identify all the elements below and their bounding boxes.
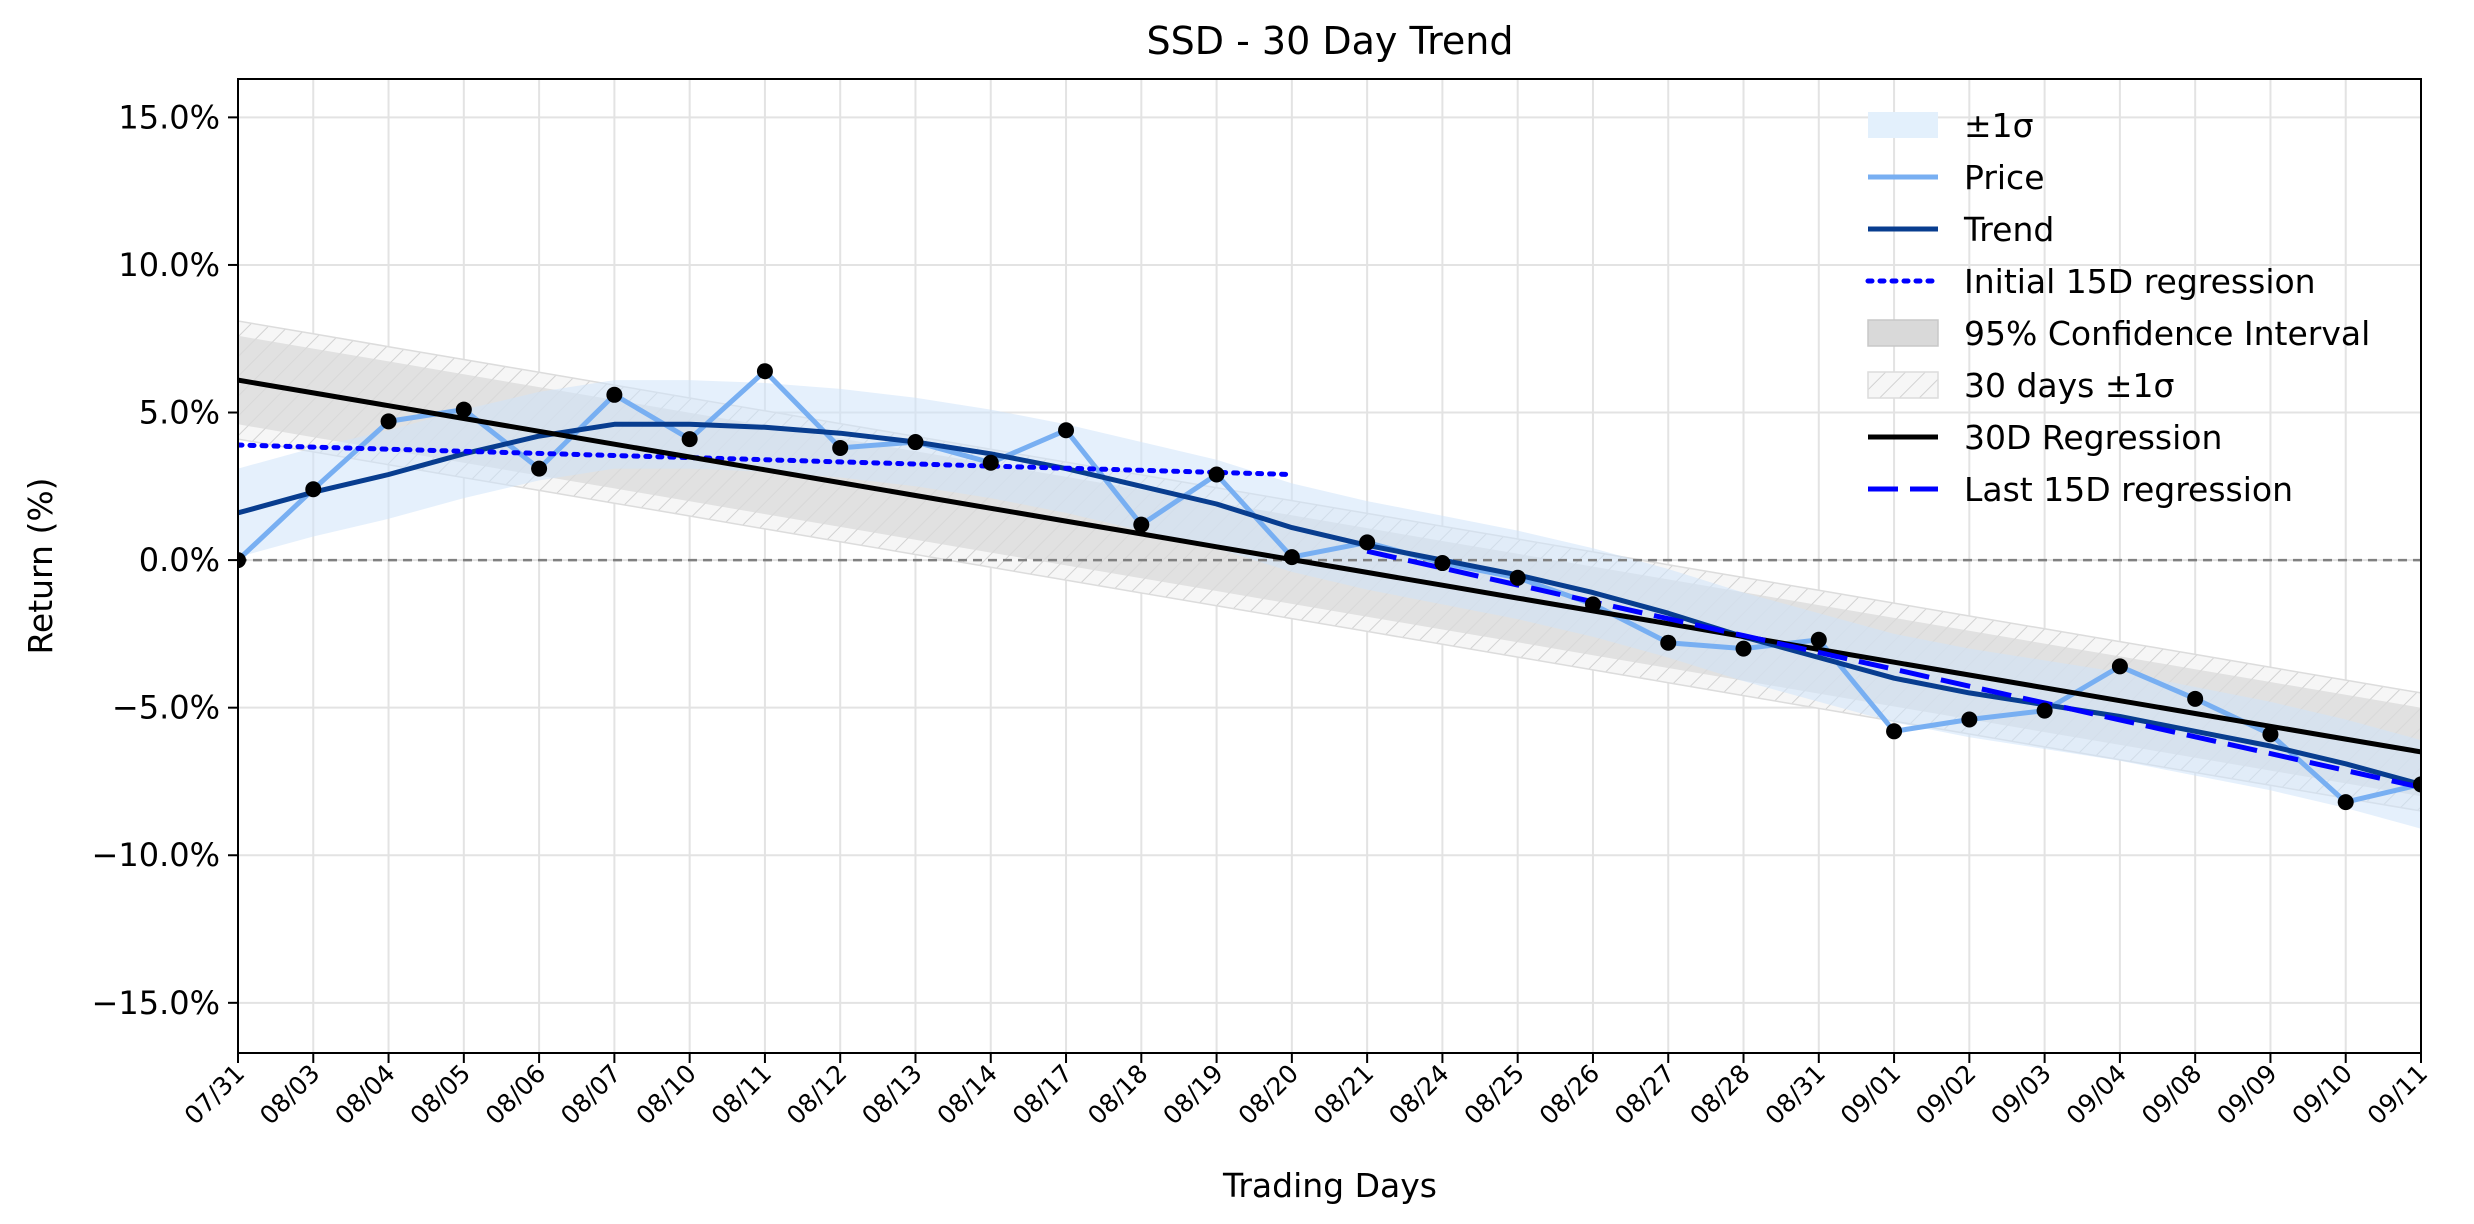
x-tick-label: 09/10 [2287,1059,2358,1130]
price-point [907,434,924,451]
x-tick-label: 09/02 [1910,1059,1981,1130]
trend-line [238,421,2421,787]
price-point [1810,631,1827,648]
legend-label: ±1σ [1964,106,2034,145]
x-tick-label: 08/12 [781,1059,852,1130]
price-point [238,552,246,569]
price-point [1584,596,1601,613]
x-tick-label: 08/14 [932,1059,1003,1130]
x-tick-label: 09/11 [2362,1059,2433,1130]
y-axis-label: Return (%) [21,477,60,654]
y-tick-label: −5.0% [112,689,220,727]
last-15d-regression-line [1366,548,2421,790]
price-point [1058,422,1075,439]
legend-label: 30D Regression [1964,418,2222,457]
x-tick-label: 08/19 [1157,1059,1228,1130]
price-point [2111,658,2128,675]
x-tick-label: 09/08 [2136,1059,2207,1130]
x-tick-label: 08/17 [1007,1059,1078,1130]
x-tick-label: 08/13 [856,1059,927,1130]
x-tick-label: 08/27 [1609,1059,1680,1130]
x-tick-label: 08/24 [1383,1059,1454,1130]
price-point [2036,702,2053,719]
x-tick-label: 08/25 [1458,1059,1529,1130]
x-tick-label: 09/04 [2061,1059,2132,1130]
y-tick-label: −15.0% [92,984,220,1022]
x-tick-label: 08/18 [1082,1059,1153,1130]
legend-label: 95% Confidence Interval [1964,314,2370,353]
x-axis: 07/31 08/03 08/04 08/05 08/06 08/07 08/10 08/11… [179,1053,2433,1130]
price-point [832,439,849,456]
legend-swatch [1868,112,1938,138]
initial-15d-regression-line [238,442,1295,477]
price-point [2337,794,2354,811]
legend-label: Price [1964,158,2045,197]
price-point [380,413,397,430]
y-tick-label: −10.0% [92,836,220,874]
price-point [1509,569,1526,586]
y-axis: −15.0% −10.0% −5.0% 0.0% 5.0% 10.0% 15.0% [92,98,238,1022]
price-point [2187,690,2204,707]
legend-swatch [1867,319,1939,347]
chart-title: SSD - 30 Day Trend [1147,19,1514,63]
legend-swatch [1867,371,1939,399]
price-point [1359,534,1376,551]
price-point [982,454,999,471]
x-tick-label: 08/07 [555,1059,626,1130]
legend: ±1σ Price Trend Initial 15D regression 95% C… [1865,106,2370,509]
x-tick-label: 08/31 [1760,1059,1831,1130]
x-axis-label: Trading Days [1222,1166,1437,1205]
x-tick-label: 08/26 [1534,1059,1605,1130]
price-point [756,363,773,380]
x-tick-label: 08/04 [329,1059,400,1130]
price-line [238,368,2421,805]
x-tick-label: 09/09 [2211,1059,2282,1130]
legend-label: Initial 15D regression [1964,262,2316,301]
y-tick-label: 0.0% [139,541,220,579]
plot-frame [237,78,2422,1054]
price-point [606,386,623,403]
price-point [455,401,472,418]
y-tick-label: 5.0% [139,394,220,432]
x-tick-label: 08/28 [1684,1059,1755,1130]
x-tick-label: 09/01 [1835,1059,1906,1130]
x-tick-label: 08/21 [1308,1059,1379,1130]
y-tick-label: 15.0% [118,98,220,136]
30d-regression-line [238,377,2421,755]
price-point [1961,711,1978,728]
price-point [1133,516,1150,533]
price-point [1283,549,1300,566]
x-tick-label: 08/11 [706,1059,777,1130]
price-point [531,460,548,477]
price-point [1434,555,1451,572]
plot-area [238,320,2421,829]
price-point [2262,726,2279,743]
x-tick-label: 07/31 [179,1059,250,1130]
price-point [1660,634,1677,651]
x-tick-label: 08/06 [480,1059,551,1130]
price-point [2413,776,2421,793]
price-point [1886,723,1903,740]
x-tick-label: 08/20 [1233,1059,1304,1130]
price-point [305,481,322,498]
price-point [1735,640,1752,657]
x-tick-label: 08/05 [405,1059,476,1130]
x-tick-label: 08/03 [254,1059,325,1130]
legend-label: Last 15D regression [1964,470,2293,509]
price-point [681,431,698,448]
legend-label: 30 days ±1σ [1964,366,2174,405]
y-tick-label: 10.0% [118,246,220,284]
legend-label: Trend [1963,210,2054,249]
x-tick-label: 08/10 [630,1059,701,1130]
x-tick-label: 09/03 [1985,1059,2056,1130]
price-point [1208,466,1225,483]
band-sigma [238,380,2421,829]
